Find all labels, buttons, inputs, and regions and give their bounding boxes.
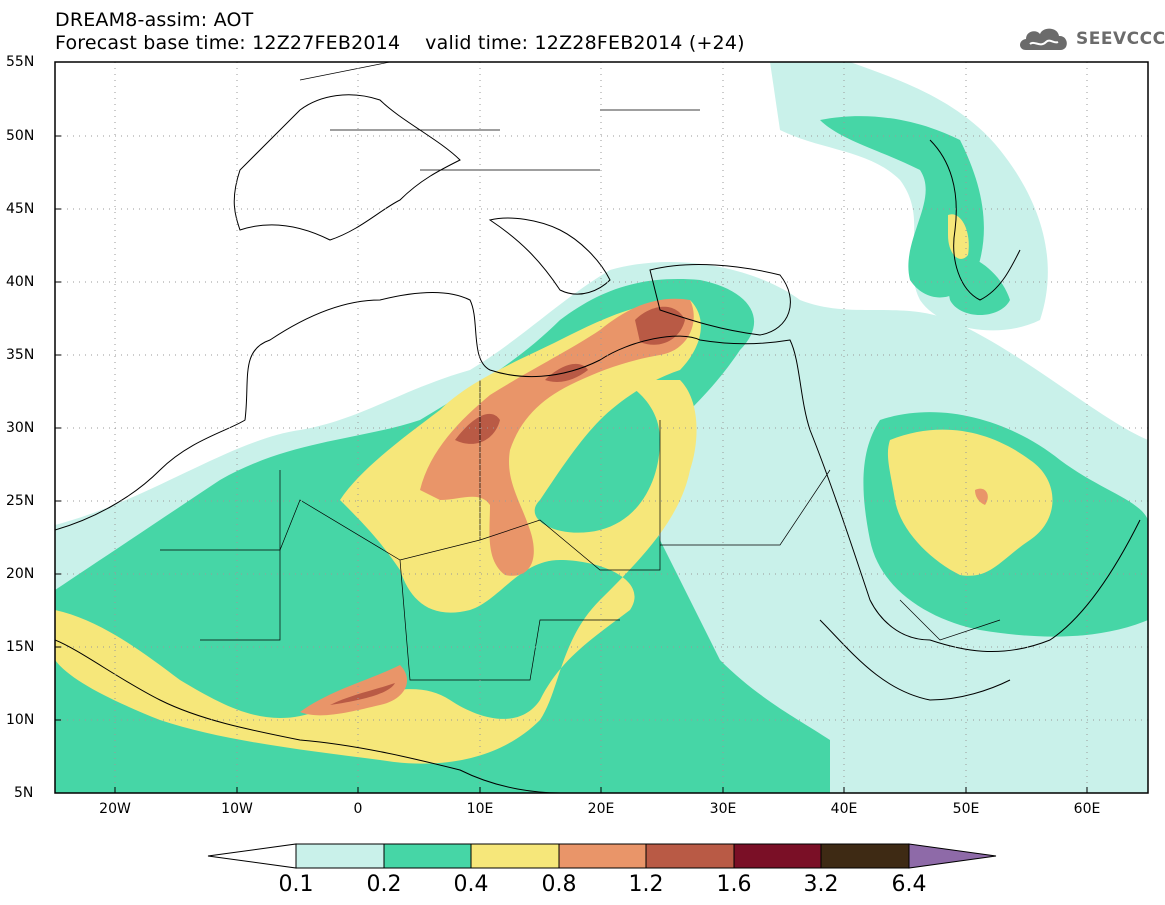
lon-label: 20W xyxy=(99,801,131,817)
lat-label: 55N xyxy=(6,54,35,70)
lat-label: 5N xyxy=(14,785,34,801)
colorbar-label: 3.2 xyxy=(803,872,839,897)
colorbar-segment xyxy=(295,843,385,869)
lat-label: 15N xyxy=(6,639,35,655)
colorbar-segment xyxy=(470,843,560,869)
lon-label: 60E xyxy=(1073,801,1101,817)
lat-label: 45N xyxy=(6,201,35,217)
colorbar-segment xyxy=(645,843,735,869)
colorbar-high-arrow xyxy=(908,843,997,869)
lon-label: 0 xyxy=(353,801,363,817)
colorbar-segment xyxy=(383,843,472,869)
colorbar-segment xyxy=(820,843,910,869)
colorbar-label: 6.4 xyxy=(891,872,927,897)
colorbar-segment xyxy=(558,843,647,869)
colorbar-label: 1.2 xyxy=(628,872,664,897)
colorbar-label: 1.6 xyxy=(716,872,752,897)
colorbar xyxy=(207,843,997,869)
colorbar-label: 0.1 xyxy=(278,872,314,897)
forecast-time-line: Forecast base time: 12Z27FEB2014 valid t… xyxy=(55,32,745,54)
lon-label: 20E xyxy=(587,801,615,817)
lat-label: 20N xyxy=(6,566,35,582)
lon-label: 10E xyxy=(466,801,494,817)
lat-label: 40N xyxy=(6,274,35,290)
lon-label: 40E xyxy=(830,801,858,817)
aot-fields xyxy=(55,62,1148,793)
map-title: DREAM8-assim: AOT xyxy=(55,9,254,31)
lon-label: 50E xyxy=(952,801,980,817)
lat-label: 30N xyxy=(6,420,35,436)
colorbar-low-arrow xyxy=(207,843,297,869)
cloud-icon xyxy=(1020,28,1067,50)
colorbar-label: 0.8 xyxy=(541,872,577,897)
lat-label: 50N xyxy=(6,128,35,144)
lat-label: 25N xyxy=(6,493,35,509)
grid-lines xyxy=(55,62,1148,793)
lat-label: 35N xyxy=(6,347,35,363)
lon-label: 10W xyxy=(221,801,253,817)
logo-text: SEEVCCC xyxy=(1076,29,1165,49)
lon-label: 30E xyxy=(709,801,737,817)
colorbar-label: 0.2 xyxy=(366,872,402,897)
lat-label: 10N xyxy=(6,712,35,728)
colorbar-label: 0.4 xyxy=(453,872,489,897)
colorbar-segment xyxy=(733,843,822,869)
